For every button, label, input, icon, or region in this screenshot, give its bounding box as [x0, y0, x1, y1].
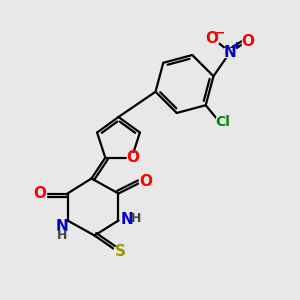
Bar	[124, 214, 139, 224]
Text: H: H	[131, 212, 142, 226]
Text: Cl: Cl	[215, 115, 230, 129]
Bar	[35, 189, 46, 198]
Bar	[216, 117, 229, 126]
Bar	[224, 48, 236, 57]
Bar	[139, 177, 151, 186]
Bar	[114, 247, 126, 256]
Text: N: N	[56, 219, 68, 234]
Text: H: H	[57, 229, 67, 242]
Text: O: O	[127, 150, 140, 165]
Bar	[242, 37, 254, 46]
Bar	[127, 153, 139, 163]
Text: O: O	[33, 186, 46, 201]
Text: −: −	[215, 26, 225, 39]
Text: O: O	[139, 174, 152, 189]
Text: N: N	[224, 45, 236, 60]
Text: S: S	[115, 244, 126, 260]
Text: O: O	[206, 31, 218, 46]
Bar	[206, 34, 218, 43]
Text: N: N	[121, 212, 133, 226]
Text: O: O	[242, 34, 254, 49]
Bar	[50, 221, 64, 230]
Text: +: +	[232, 41, 241, 51]
